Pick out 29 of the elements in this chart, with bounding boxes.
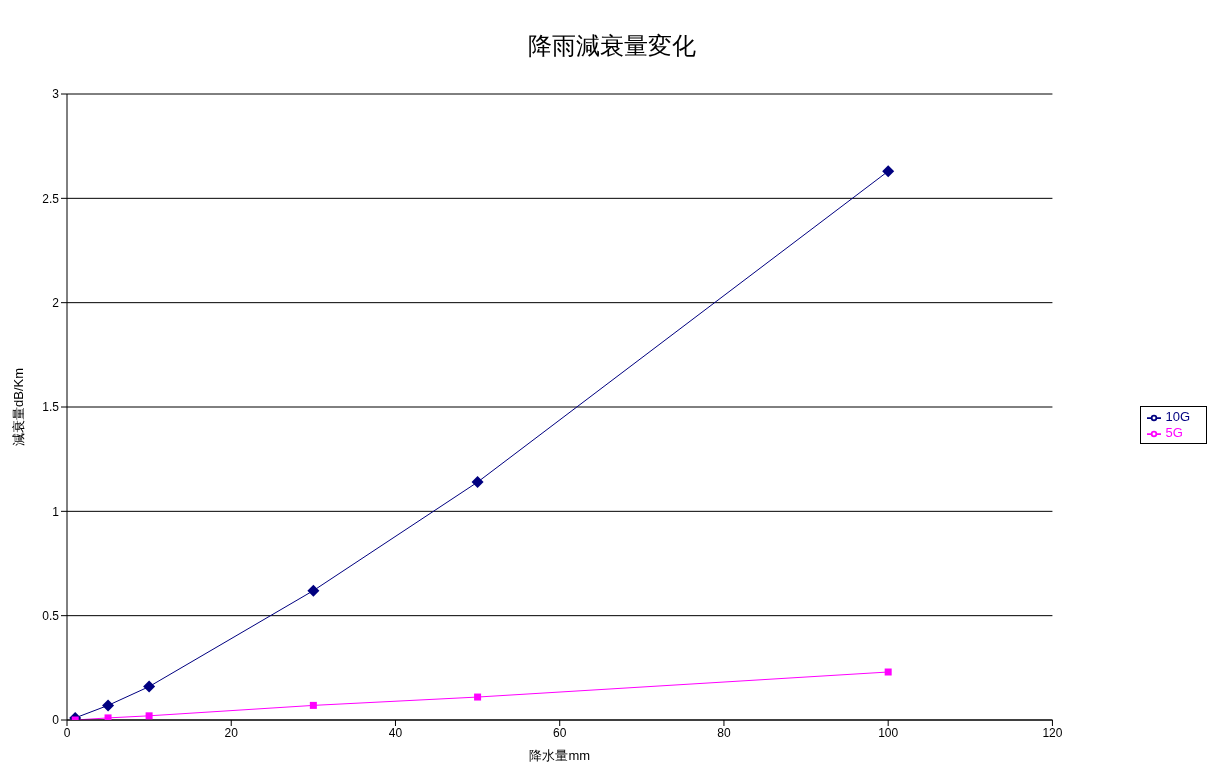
y-tick-label: 1.5 [42,400,60,415]
point [884,668,892,676]
point [145,712,153,720]
x-tick-label: 80 [717,725,731,740]
x-tick-label: 0 [63,725,71,740]
x-tick-label: 20 [224,725,239,740]
y-tick-label: 0.5 [42,608,60,623]
legend-label: 10G [1165,409,1190,425]
y-tick-label: 0 [52,713,60,728]
point [474,693,482,701]
point [471,476,484,489]
point [143,680,156,693]
legend-label: 5G [1165,425,1183,440]
y-tick-label: 2.5 [42,191,60,206]
point [882,165,895,178]
point [104,714,112,720]
y-axis-title: 減衰量dB/Km [10,367,26,447]
chart-title: 降雨減衰量変化 [526,31,697,61]
x-tick-label: 100 [878,725,899,740]
y-tick-label: 1 [52,504,60,519]
y-tick-label: 3 [52,87,60,102]
point [102,699,115,712]
point [307,584,320,597]
x-tick-label: 120 [1042,725,1063,740]
x-tick-label: 60 [553,725,567,740]
x-tick-label: 40 [388,725,403,740]
point [309,701,317,709]
y-tick-label: 2 [52,295,60,310]
x-axis-title: 降水量mm [529,748,591,763]
